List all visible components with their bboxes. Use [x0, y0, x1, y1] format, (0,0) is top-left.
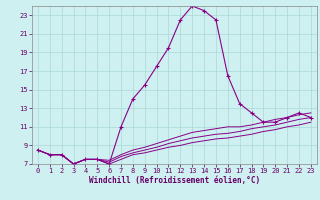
X-axis label: Windchill (Refroidissement éolien,°C): Windchill (Refroidissement éolien,°C): [89, 176, 260, 185]
